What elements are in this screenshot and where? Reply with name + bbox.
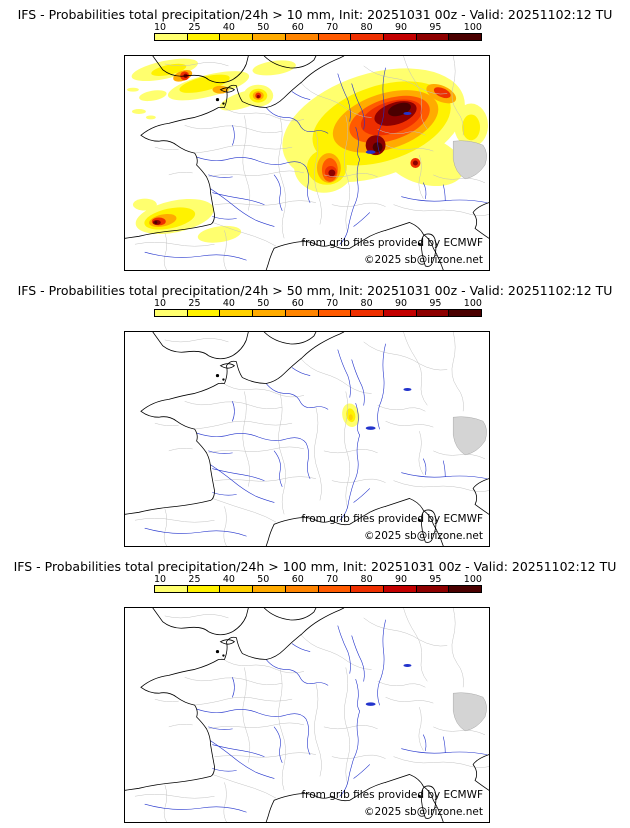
colorbar-tick-label: 100 (463, 298, 482, 309)
colorbar-tick-label: 25 (188, 298, 201, 309)
colorbar-segment (187, 586, 221, 592)
colorbar-tick-label: 50 (257, 22, 270, 33)
panel-prob-gt-50mm: IFS - Probabilities total precipitation/… (0, 276, 630, 552)
colorbar-segment (318, 34, 352, 40)
colorbar-segment (155, 34, 188, 40)
attribution-copyright: ©2025 sb@irizone.net (364, 806, 483, 818)
colorbar-segment (285, 310, 319, 316)
colorbar-tick-label: 60 (291, 298, 304, 309)
colorbar-tick-label: 50 (257, 574, 270, 585)
colorbar: 10 25 40 50 60 70 80 90 95 100 (154, 299, 482, 317)
colorbar-tick-label: 100 (463, 574, 482, 585)
panel-title: IFS - Probabilities total precipitation/… (17, 283, 613, 298)
colorbar-tick-label: 60 (291, 22, 304, 33)
colorbar-segment (285, 34, 319, 40)
map-prob-gt-50mm: from grib files provided by ECMWF ©2025 … (124, 331, 490, 547)
colorbar-tick-label: 10 (154, 298, 167, 309)
colorbar: 10 25 40 50 60 70 80 90 95 100 (154, 23, 482, 41)
colorbar-segment (155, 586, 188, 592)
colorbar-tick-label: 95 (429, 298, 442, 309)
colorbar-segment (220, 310, 254, 316)
colorbar-segment (187, 310, 221, 316)
colorbar-ticks: 10 25 40 50 60 70 80 90 95 100 (154, 298, 482, 309)
colorbar-ticks: 10 25 40 50 60 70 80 90 95 100 (154, 22, 482, 33)
attribution-source: from grib files provided by ECMWF (301, 789, 483, 801)
colorbar-bar (154, 585, 482, 593)
colorbar-segment (318, 310, 352, 316)
colorbar-tick-label: 25 (188, 574, 201, 585)
panel-prob-gt-100mm: IFS - Probabilities total precipitation/… (0, 552, 630, 828)
map-prob-gt-100mm: from grib files provided by ECMWF ©2025 … (124, 607, 490, 823)
colorbar-tick-label: 40 (222, 22, 235, 33)
panel-title: IFS - Probabilities total precipitation/… (13, 559, 617, 574)
colorbar-segment (351, 310, 384, 316)
colorbar-segment (449, 586, 482, 592)
colorbar-tick-label: 25 (188, 22, 201, 33)
colorbar-segment (220, 586, 254, 592)
attribution-copyright: ©2025 sb@irizone.net (364, 530, 483, 542)
colorbar-ticks: 10 25 40 50 60 70 80 90 95 100 (154, 574, 482, 585)
colorbar-tick-label: 90 (394, 22, 408, 33)
colorbar-segment (285, 586, 319, 592)
panel-prob-gt-10mm: IFS - Probabilities total precipitation/… (0, 0, 630, 276)
colorbar-tick-label: 60 (291, 574, 304, 585)
colorbar-segment (351, 586, 384, 592)
colorbar-tick-label: 95 (429, 22, 442, 33)
colorbar-segment (383, 310, 417, 316)
colorbar-segment (383, 34, 417, 40)
colorbar-tick-label: 90 (394, 574, 408, 585)
colorbar-segment (449, 310, 482, 316)
colorbar-segment (351, 34, 384, 40)
colorbar-tick-label: 70 (326, 22, 339, 33)
attribution-source: from grib files provided by ECMWF (301, 513, 483, 525)
colorbar-tick-label: 50 (257, 298, 270, 309)
colorbar-segment (383, 586, 417, 592)
colorbar-segment (253, 310, 286, 316)
attribution-copyright: ©2025 sb@irizone.net (364, 254, 483, 266)
attribution: from grib files provided by ECMWF ©2025 … (301, 235, 483, 269)
colorbar-tick-label: 70 (326, 298, 339, 309)
colorbar-tick-label: 80 (360, 22, 373, 33)
colorbar-tick-label: 10 (154, 22, 167, 33)
attribution: from grib files provided by ECMWF ©2025 … (301, 511, 483, 545)
panel-title: IFS - Probabilities total precipitation/… (17, 7, 613, 22)
colorbar-tick-label: 40 (222, 298, 235, 309)
colorbar-segment (253, 586, 286, 592)
colorbar-tick-label: 80 (360, 298, 373, 309)
colorbar-segment (416, 586, 450, 592)
colorbar-segment (416, 34, 450, 40)
colorbar-tick-label: 100 (463, 22, 482, 33)
attribution-source: from grib files provided by ECMWF (301, 237, 483, 249)
colorbar-tick-label: 90 (394, 298, 408, 309)
colorbar-bar (154, 309, 482, 317)
colorbar-bar (154, 33, 482, 41)
colorbar-tick-label: 70 (326, 574, 339, 585)
map-prob-gt-10mm: from grib files provided by ECMWF ©2025 … (124, 55, 490, 271)
colorbar-segment (416, 310, 450, 316)
colorbar-segment (155, 310, 188, 316)
colorbar-tick-label: 80 (360, 574, 373, 585)
colorbar-segment (253, 34, 286, 40)
colorbar-segment (449, 34, 482, 40)
colorbar: 10 25 40 50 60 70 80 90 95 100 (154, 575, 482, 593)
attribution: from grib files provided by ECMWF ©2025 … (301, 787, 483, 821)
colorbar-segment (318, 586, 352, 592)
colorbar-segment (187, 34, 221, 40)
colorbar-tick-label: 10 (154, 574, 167, 585)
colorbar-segment (220, 34, 254, 40)
colorbar-tick-label: 40 (222, 574, 235, 585)
colorbar-tick-label: 95 (429, 574, 442, 585)
